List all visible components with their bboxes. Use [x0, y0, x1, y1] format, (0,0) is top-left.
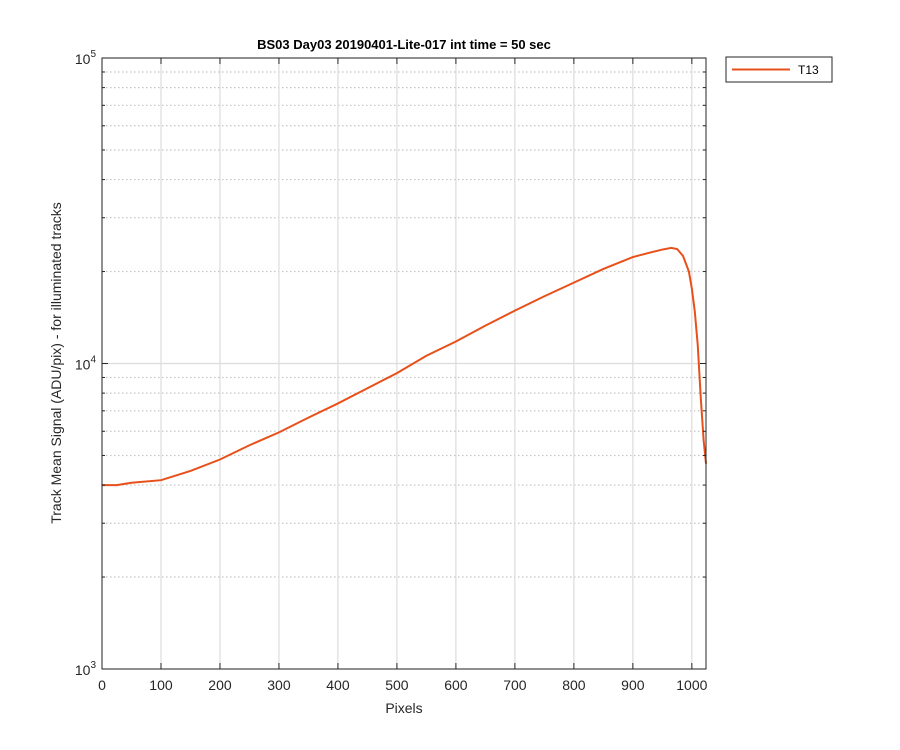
- y-axis-label: Track Mean Signal (ADU/pix) - for illumi…: [48, 202, 64, 524]
- x-tick-label: 700: [503, 677, 527, 693]
- minor-grid: [102, 71, 706, 578]
- x-tick-label: 400: [326, 677, 350, 693]
- legend-label-t13: T13: [798, 63, 819, 77]
- y-tick-label: 104: [75, 355, 97, 373]
- x-tick-label: 600: [444, 677, 468, 693]
- x-tick-label: 100: [149, 677, 173, 693]
- x-tick-label: 800: [562, 677, 586, 693]
- chart-title: BS03 Day03 20190401-Lite-017 int time = …: [257, 37, 551, 52]
- y-tick-label: 103: [75, 660, 97, 678]
- y-tick-label: 105: [75, 49, 97, 67]
- x-tick-label: 900: [621, 677, 645, 693]
- x-tick-label: 0: [98, 677, 106, 693]
- x-tick-label: 300: [267, 677, 291, 693]
- series-line-t13: [102, 246, 707, 487]
- x-tick-label: 1000: [676, 677, 707, 693]
- x-tick-label: 500: [385, 677, 409, 693]
- x-axis-label: Pixels: [385, 700, 422, 716]
- x-axis-ticks: [101, 58, 693, 669]
- legend: T13: [725, 56, 833, 83]
- y-axis-tick-labels: 103 104 105: [75, 49, 97, 678]
- x-tick-label: 200: [208, 677, 232, 693]
- x-axis-tick-labels: 0 100 200 300 400 500 600 700 800 900 1000: [98, 677, 708, 693]
- y-axis-ticks: [102, 57, 706, 670]
